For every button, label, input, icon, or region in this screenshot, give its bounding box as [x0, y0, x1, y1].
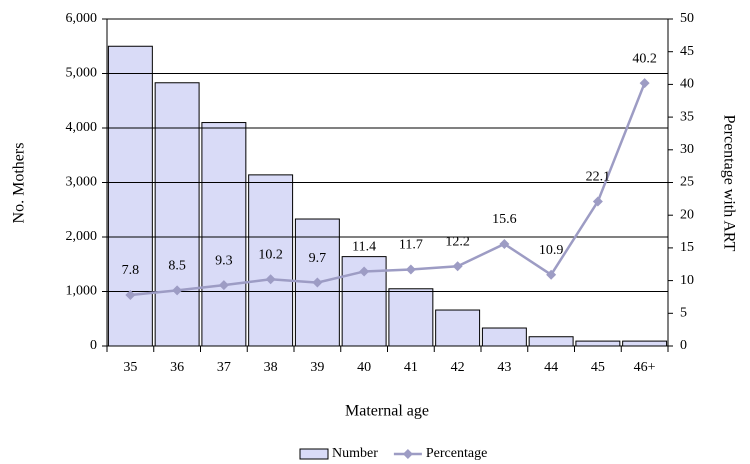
line-marker — [546, 269, 557, 280]
x-tick-label: 44 — [544, 360, 558, 375]
data-label: 40.2 — [632, 51, 657, 66]
x-axis-title: Maternal age — [345, 403, 429, 420]
data-label: 10.9 — [539, 243, 564, 258]
line-marker — [172, 285, 183, 296]
line-marker — [312, 277, 323, 288]
legend-swatch — [299, 448, 329, 460]
y-tick-label: 3,000 — [66, 175, 98, 190]
bar — [107, 45, 153, 347]
legend-label: Number — [332, 446, 378, 461]
x-tick-label: 40 — [357, 360, 371, 375]
bar — [622, 340, 668, 347]
y2-tick-label: 5 — [680, 306, 687, 321]
line-marker — [499, 238, 510, 249]
x-tick-label: 38 — [264, 360, 278, 375]
y2-tick-label: 40 — [680, 77, 694, 92]
y2-axis-title: Percentage with ART — [720, 115, 737, 252]
y2-tick-label: 25 — [680, 175, 694, 190]
line-marker — [592, 196, 603, 207]
line-marker — [265, 274, 276, 285]
data-label: 22.1 — [586, 170, 611, 185]
data-label: 8.5 — [168, 259, 186, 274]
bar — [528, 336, 574, 347]
bar — [154, 82, 200, 347]
data-label: 10.2 — [258, 248, 283, 263]
x-tick-label: 45 — [591, 360, 605, 375]
y2-tick-label: 0 — [680, 338, 687, 353]
line-marker — [639, 78, 650, 89]
y-tick-label: 6,000 — [66, 11, 98, 26]
bar — [388, 288, 434, 347]
y2-tick-label: 50 — [680, 11, 694, 26]
x-tick-label: 43 — [497, 360, 511, 375]
x-tick-label: 46+ — [634, 360, 656, 375]
line — [130, 82, 646, 297]
bar — [248, 174, 294, 347]
data-label: 9.3 — [215, 253, 233, 268]
y2-tick-label: 35 — [680, 109, 694, 124]
data-label: 15.6 — [492, 212, 517, 227]
y-tick-label: 5,000 — [66, 66, 98, 81]
x-tick-label: 42 — [451, 360, 465, 375]
bar — [481, 327, 527, 347]
x-tick-label: 37 — [217, 360, 231, 375]
data-label: 9.7 — [309, 251, 327, 266]
line-marker — [405, 264, 416, 275]
y2-tick-label: 45 — [680, 44, 694, 59]
line-marker — [218, 280, 229, 291]
y-axis-title: No. Mothers — [11, 143, 28, 224]
y-tick-label: 1,000 — [66, 284, 98, 299]
y-tick-label: 2,000 — [66, 229, 98, 244]
y2-tick-label: 15 — [680, 240, 694, 255]
legend-label: Percentage — [426, 446, 487, 461]
data-label: 7.8 — [122, 263, 140, 278]
line-marker — [452, 261, 463, 272]
x-tick-label: 41 — [404, 360, 418, 375]
x-tick-label: 35 — [123, 360, 137, 375]
bar — [575, 340, 621, 347]
x-tick-label: 36 — [170, 360, 184, 375]
bar — [201, 122, 247, 347]
bar — [435, 309, 481, 347]
y-tick-label: 4,000 — [66, 120, 98, 135]
y-tick-label: 0 — [90, 338, 97, 353]
line-marker — [359, 266, 370, 277]
line-marker — [125, 289, 136, 300]
legend-swatch — [402, 449, 413, 459]
data-label: 12.2 — [445, 234, 470, 249]
data-label: 11.7 — [399, 238, 423, 253]
x-tick-label: 39 — [310, 360, 324, 375]
y2-tick-label: 30 — [680, 142, 694, 157]
data-label: 11.4 — [352, 240, 376, 255]
y2-tick-label: 10 — [680, 273, 694, 288]
y2-tick-label: 20 — [680, 207, 694, 222]
